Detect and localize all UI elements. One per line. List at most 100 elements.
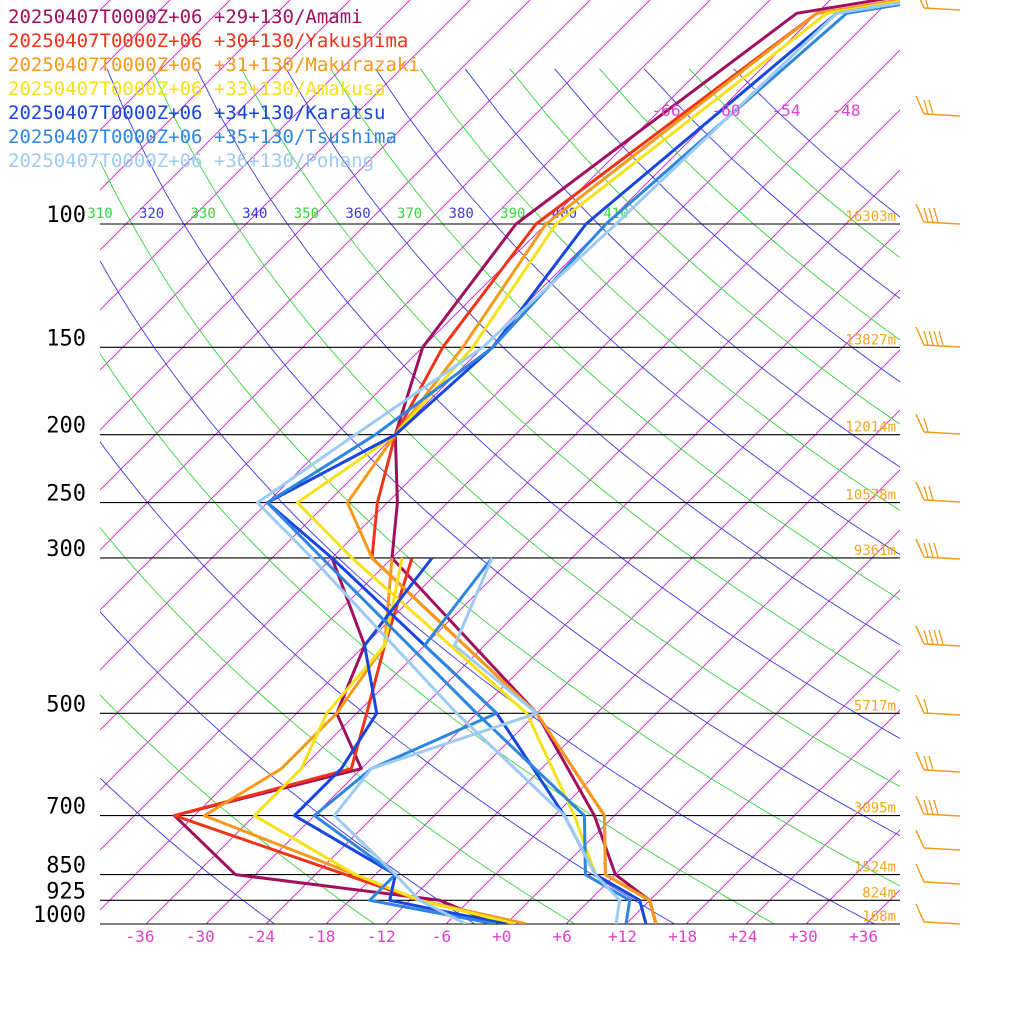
isotherm-label: -60 xyxy=(712,101,741,120)
theta-label: 370 xyxy=(397,206,422,222)
sounding-profiles xyxy=(172,0,900,924)
isotherm-line xyxy=(325,349,900,924)
pressure-label: 500 xyxy=(46,692,86,717)
x-tick-label: -6 xyxy=(432,927,451,946)
isotherm-line xyxy=(805,829,900,924)
adiabat-line xyxy=(100,352,775,924)
dry-adiabat-lines xyxy=(100,68,900,924)
legend-entry: 20250407T0000Z+06 +36+130/Pohang xyxy=(8,150,374,172)
isotherm-line xyxy=(385,409,900,924)
temperature-profile-line xyxy=(255,1,900,924)
x-tick-label: -24 xyxy=(246,927,275,946)
pressure-label: 250 xyxy=(46,482,86,507)
wind-barb xyxy=(915,863,961,885)
isotherm-line xyxy=(100,0,291,191)
isotherm-line xyxy=(100,0,531,431)
isotherm-line xyxy=(986,0,1024,924)
theta-label: 320 xyxy=(139,206,164,222)
wind-barb xyxy=(919,0,961,11)
x-tick-label: -12 xyxy=(367,927,396,946)
isotherm-label: -66 xyxy=(652,101,681,120)
isotherm-line xyxy=(685,709,900,924)
adiabat-line xyxy=(100,777,275,924)
isotherm-lines xyxy=(100,0,1024,924)
wind-barb xyxy=(915,203,961,225)
x-tick-label: +36 xyxy=(849,927,878,946)
adiabat-line xyxy=(330,68,900,600)
wind-barb xyxy=(915,538,961,560)
x-tick-label: -18 xyxy=(306,927,335,946)
wind-barb xyxy=(915,413,961,435)
height-label: 824m xyxy=(862,885,896,901)
adiabat-line xyxy=(196,68,900,739)
isotherm-line xyxy=(100,0,831,731)
theta-label: 400 xyxy=(552,206,577,222)
theta-label: 340 xyxy=(242,206,267,222)
adiabat-line xyxy=(643,68,900,300)
isotherm-labels: -66 -60 -54 -48 xyxy=(652,101,861,120)
isotherm-line xyxy=(926,0,1024,924)
isotherm-line xyxy=(865,889,900,924)
adiabat-line xyxy=(285,68,900,646)
wind-barb xyxy=(915,326,961,348)
adiabat-line xyxy=(100,160,900,887)
wind-barb xyxy=(915,481,961,503)
theta-label: 360 xyxy=(345,206,370,222)
height-label: 16303m xyxy=(845,209,896,225)
pressure-label: 200 xyxy=(46,414,86,439)
isotherm-line xyxy=(100,0,351,251)
wind-barbs xyxy=(915,0,961,925)
x-tick-label: -36 xyxy=(126,927,155,946)
isotherm-line xyxy=(100,0,771,671)
x-tick-labels: -36 -30 -24 -18 -12 -6 +0 +6 +12 +18 +24 +30 +36 xyxy=(126,927,879,946)
adiabat-line xyxy=(554,68,900,383)
x-tick-label: +18 xyxy=(668,927,697,946)
pressure-label: 925 xyxy=(46,879,86,904)
adiabat-line xyxy=(419,68,900,512)
wind-barb xyxy=(915,95,961,117)
legend-entry: 20250407T0000Z+06 +29+130/Amami xyxy=(8,6,363,28)
adiabat-line xyxy=(464,68,900,468)
x-tick-label: +0 xyxy=(492,927,511,946)
dewpoint-profile-line xyxy=(172,557,497,924)
isotherm-label: -54 xyxy=(772,101,801,120)
isotherm-line xyxy=(100,0,891,791)
wind-barb xyxy=(915,694,961,716)
x-tick-label: +6 xyxy=(552,927,571,946)
adiabat-line xyxy=(509,68,900,425)
x-tick-label: +30 xyxy=(789,927,818,946)
adiabat-line xyxy=(100,259,875,924)
pressure-label: 1000 xyxy=(33,903,86,928)
isotherm-line xyxy=(565,589,900,924)
dewpoint-profile-line xyxy=(312,557,499,924)
wind-barb xyxy=(915,829,961,851)
theta-label: 350 xyxy=(294,206,319,222)
wind-barb xyxy=(915,625,961,647)
height-label: 3095m xyxy=(854,801,896,817)
isotherm-line xyxy=(100,109,900,911)
isotherm-line xyxy=(265,289,900,924)
isotherm-line xyxy=(100,49,900,851)
height-label: 9361m xyxy=(854,543,896,559)
height-label: 12014m xyxy=(845,420,896,436)
height-label: 10578m xyxy=(845,488,896,504)
legend: 20250407T0000Z+06 +29+130/Amami20250407T… xyxy=(8,6,420,172)
temperature-profile-line xyxy=(295,0,900,924)
legend-entry: 20250407T0000Z+06 +35+130/Tsushima xyxy=(8,126,397,148)
legend-entry: 20250407T0000Z+06 +34+130/Karatsu xyxy=(8,102,386,124)
theta-label: 310 xyxy=(87,206,112,222)
isotherm-line xyxy=(100,0,711,611)
adiabat-line xyxy=(240,68,900,692)
adiabat-line xyxy=(100,441,675,924)
pressure-label: 100 xyxy=(46,203,86,228)
x-tick-label: -30 xyxy=(186,927,215,946)
pressure-label: 300 xyxy=(46,537,86,562)
isotherm-label: -48 xyxy=(832,101,861,120)
legend-entry: 20250407T0000Z+06 +30+130/Yakushima xyxy=(8,30,408,52)
temperature-profile-line xyxy=(345,0,900,924)
isotherm-line xyxy=(100,0,411,311)
wind-barb xyxy=(915,751,961,773)
dewpoint-profile-line xyxy=(332,557,539,924)
dewpoint-profile-line xyxy=(292,557,507,924)
